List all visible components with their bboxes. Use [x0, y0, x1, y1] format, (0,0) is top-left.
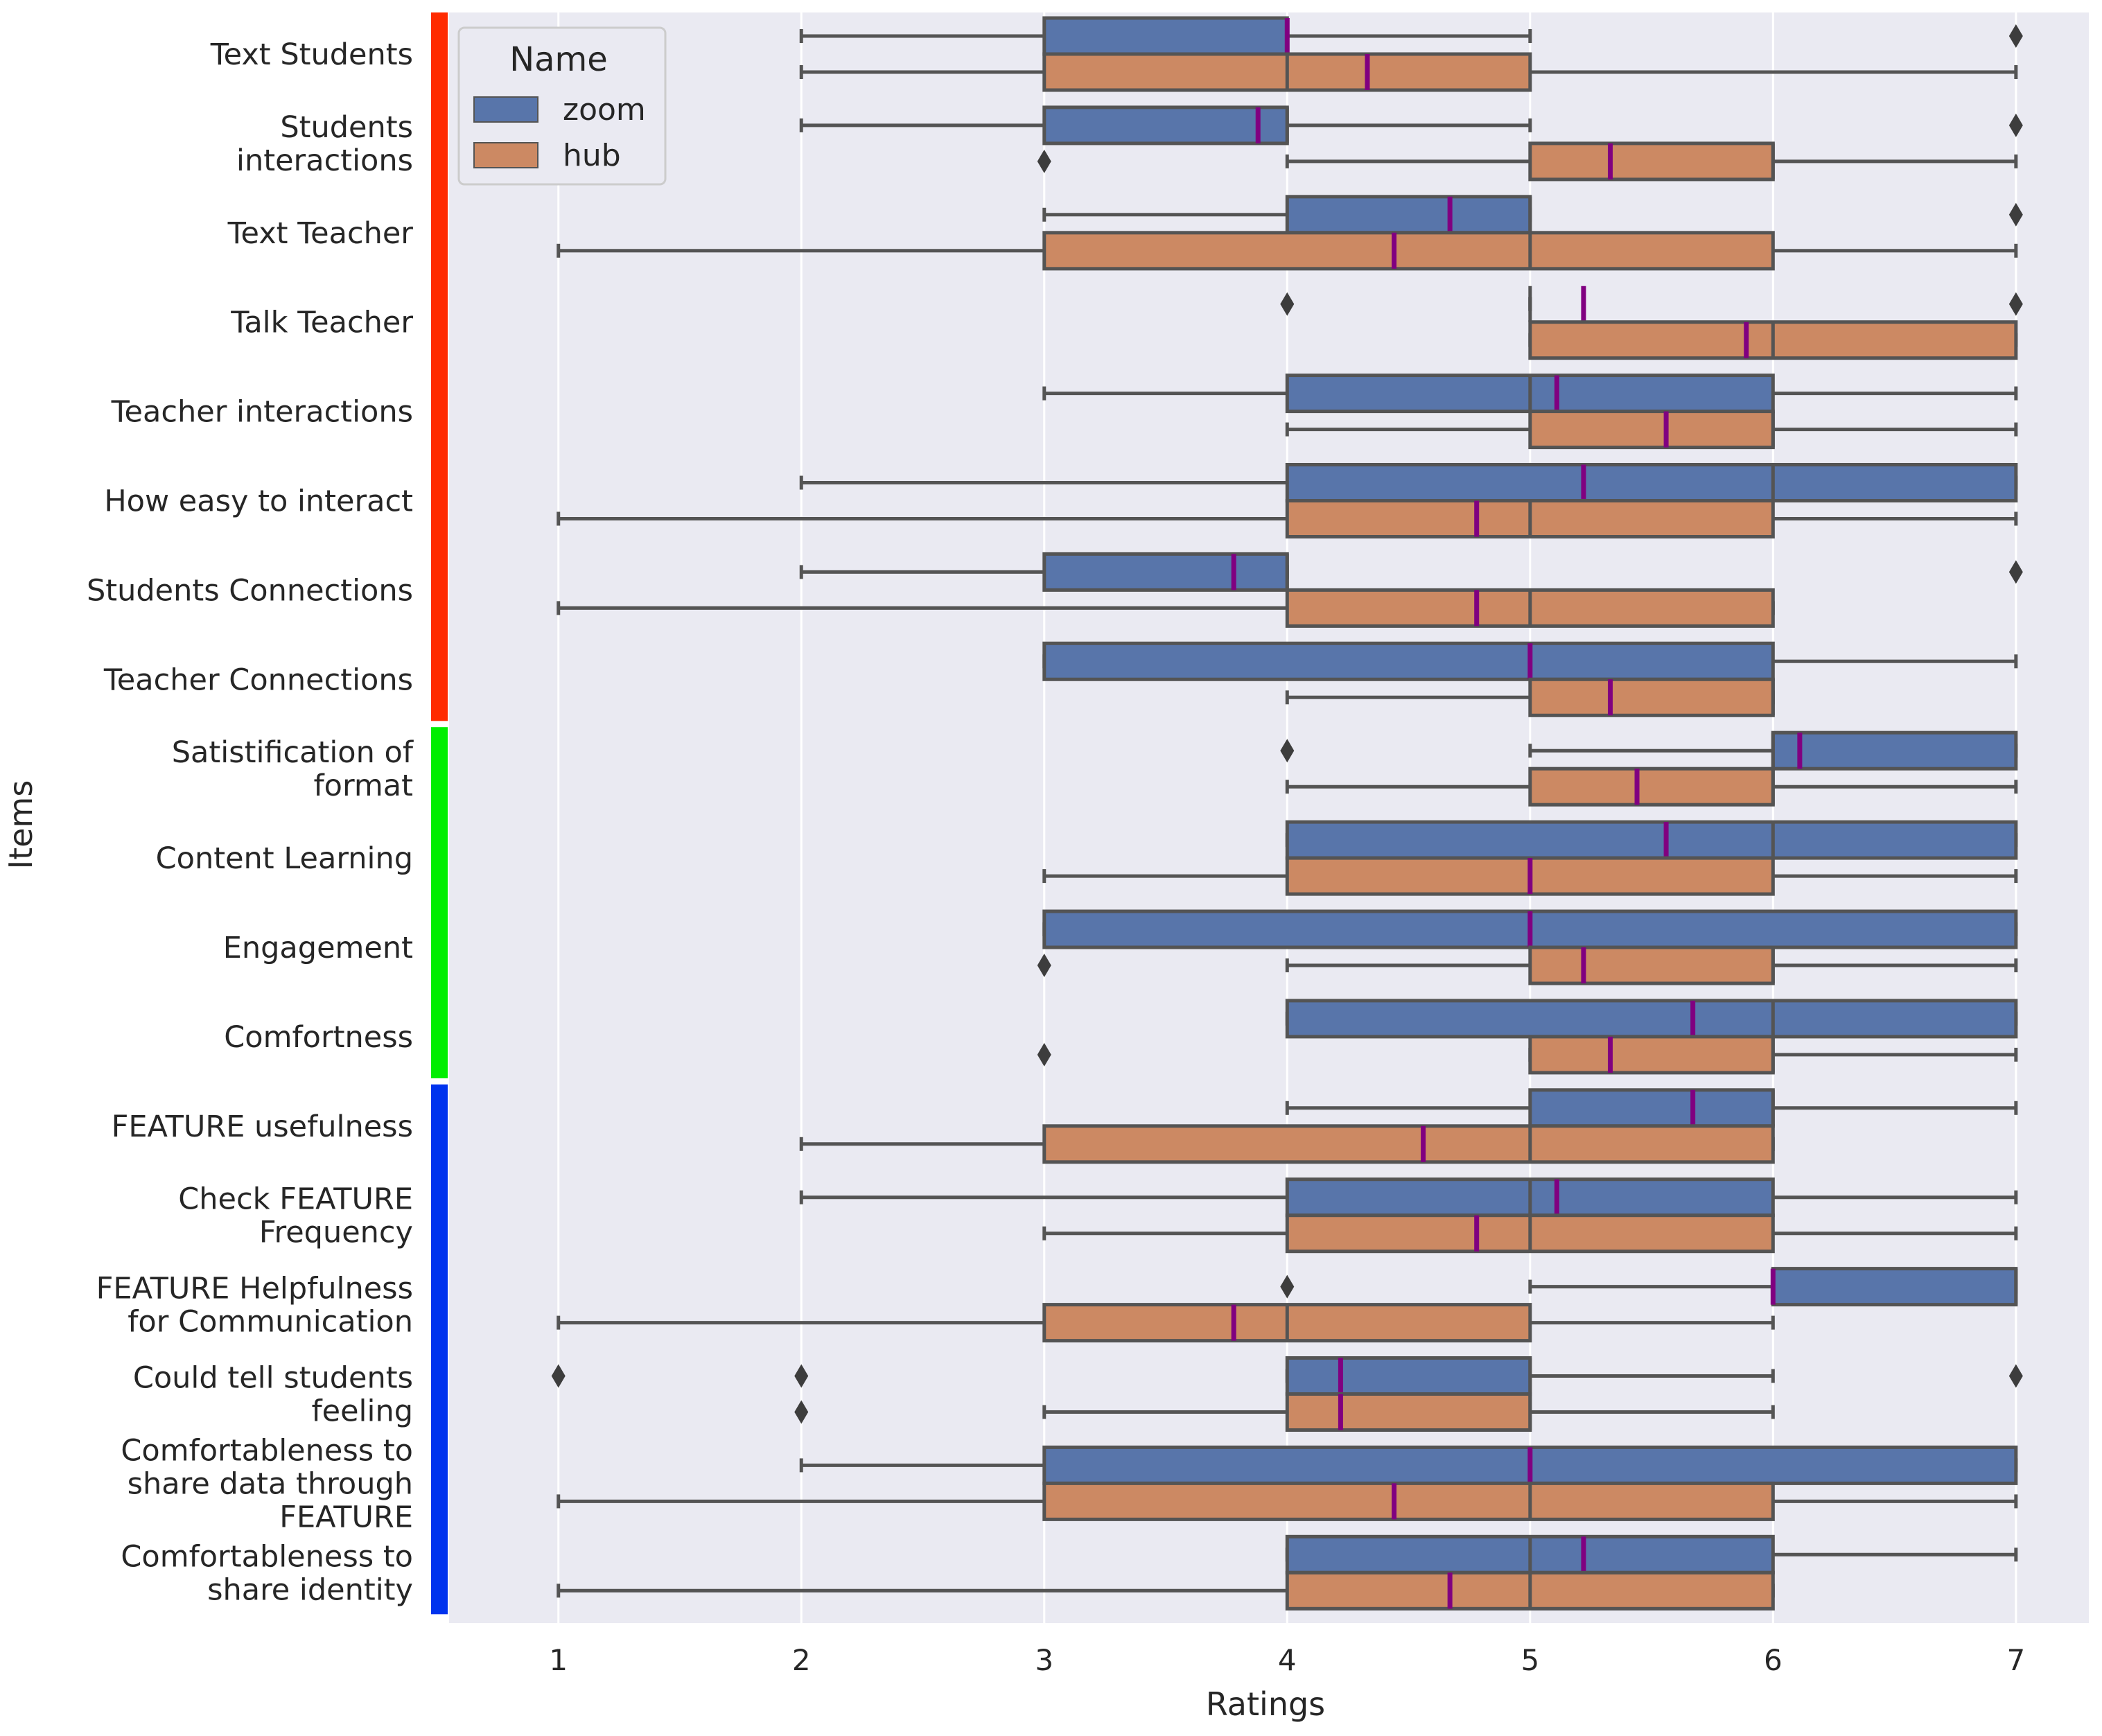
zoom-box [1042, 641, 1775, 681]
zoom-outlier [2008, 202, 2023, 227]
category-label: share data through [128, 1466, 413, 1501]
zoom-box [1042, 105, 1289, 146]
zoom-box [1771, 730, 2018, 771]
x-tick-labels: 1 2 3 4 5 6 7 [549, 1643, 2025, 1677]
zoom-box [1285, 195, 1532, 235]
legend-title: Name [509, 40, 608, 79]
category-label: Teacher Connections [103, 663, 413, 697]
legend-label-zoom: zoom [563, 92, 646, 128]
zoom-box [1285, 463, 2018, 502]
category-label: format [314, 769, 413, 803]
zoom-box [1285, 999, 2018, 1039]
x-tick-label: 3 [1035, 1643, 1053, 1677]
category-label: share identity [207, 1572, 413, 1607]
category-label: Text Students [210, 37, 413, 72]
hub-box [1528, 410, 1775, 450]
hub-box [1042, 231, 1775, 271]
grid-lines [557, 12, 2017, 1623]
plot-background [449, 12, 2089, 1623]
category-label: Teacher interactions [111, 395, 413, 430]
category-label: Comfortness [224, 1020, 413, 1055]
group-1-bar [431, 12, 448, 721]
hub-box [1042, 1481, 1775, 1521]
category-label: Content Learning [156, 841, 413, 876]
legend: Name zoom hub [457, 26, 667, 186]
category-label: FEATURE Helpfulness [96, 1272, 413, 1306]
x-axis-title: Ratings [1206, 1685, 1325, 1723]
category-label: Talk Teacher [230, 306, 413, 340]
legend-label-hub: hub [563, 138, 621, 173]
category-label: Students [280, 110, 413, 145]
hub-outlier [1037, 1042, 1051, 1067]
zoom-outlier [2008, 292, 2023, 316]
hub-box [1528, 945, 1775, 985]
zoom-outlier [1280, 1274, 1295, 1299]
category-label: for Communication [128, 1305, 413, 1340]
group-3-bar [431, 1084, 448, 1615]
zoom-outlier [1280, 292, 1295, 316]
zoom-outlier [794, 1364, 809, 1388]
zoom-box [1285, 1356, 1532, 1396]
hub-box [1528, 141, 1775, 182]
x-tick-label: 1 [549, 1643, 568, 1677]
category-label: feeling [312, 1394, 414, 1429]
x-tick-label: 5 [1521, 1643, 1539, 1677]
x-tick-label: 2 [792, 1643, 811, 1677]
zoom-outlier [1280, 739, 1295, 763]
zoom-box [1285, 820, 2018, 860]
category-label: Engagement [223, 931, 413, 965]
category-label: Check FEATURE [178, 1182, 413, 1217]
box-layer [551, 16, 2023, 1611]
category-label: Comfortableness to [121, 1539, 413, 1574]
category-label: Text Teacher [227, 216, 414, 251]
x-tick-label: 7 [2006, 1643, 2025, 1677]
hub-box [1528, 677, 1775, 717]
group-2-bar [431, 727, 448, 1078]
hub-box [1528, 766, 1775, 807]
category-label: Satistification of [172, 735, 414, 770]
zoom-outlier [2008, 560, 2023, 584]
category-label: Comfortableness to [121, 1433, 413, 1468]
legend-swatch-hub [473, 142, 538, 168]
zoom-box [1528, 1088, 1775, 1128]
zoom-outlier [2008, 1364, 2023, 1388]
zoom-outlier [2008, 113, 2023, 137]
category-label: Students Connections [87, 573, 413, 608]
zoom-box [1042, 552, 1289, 592]
hub-outlier [1037, 954, 1051, 977]
legend-swatch-zoom [473, 96, 538, 123]
category-label: FEATURE usefulness [112, 1110, 413, 1144]
category-label: interactions [236, 143, 413, 178]
x-tick-label: 6 [1764, 1643, 1783, 1677]
hub-box [1285, 1392, 1532, 1432]
zoom-outlier [551, 1364, 566, 1388]
hub-box [1528, 1035, 1775, 1075]
hub-box [1042, 1124, 1775, 1164]
zoom-box [1771, 1267, 2018, 1307]
category-label: Could tell students [133, 1361, 413, 1396]
zoom-box [1042, 16, 1289, 56]
hub-outlier [1037, 149, 1051, 173]
x-tick-label: 4 [1278, 1643, 1297, 1677]
category-label: How easy to interact [104, 484, 413, 519]
group-indicator-bars [431, 12, 448, 1615]
y-axis-title: Items [2, 780, 40, 870]
zoom-outlier [2008, 24, 2023, 48]
category-label: Frequency [259, 1216, 413, 1250]
hub-outlier [794, 1400, 809, 1424]
category-label: FEATURE [279, 1500, 413, 1534]
